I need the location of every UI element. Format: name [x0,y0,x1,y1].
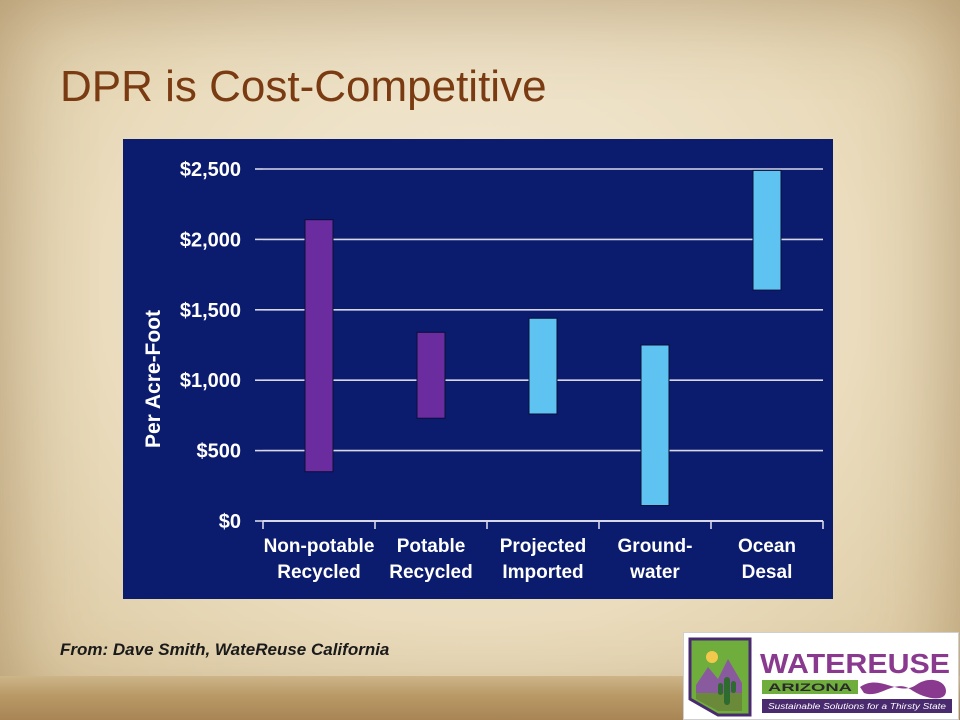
range-bar [752,169,782,291]
x-category-label: Ground- [618,536,693,557]
range-bar [528,317,558,415]
slide-title: DPR is Cost-Competitive [60,62,547,111]
y-axis-label: Per Acre-Foot [142,310,165,448]
logo-brand-text: WATEREUSE [760,648,950,679]
y-tick-label: $500 [197,441,242,463]
range-bar [304,219,334,473]
x-category-label: Recycled [277,562,360,583]
x-category-label: water [629,562,680,583]
x-category-label: Recycled [389,562,472,583]
y-tick-label: $2,500 [180,159,241,181]
x-category-label: Imported [502,562,583,583]
x-category-label: Ocean [738,536,796,557]
logo-tagline-text: Sustainable Solutions for a Thirsty Stat… [768,702,947,711]
source-citation: From: Dave Smith, WateReuse California [60,640,390,659]
y-tick-label: $1,000 [180,370,241,392]
watereuse-arizona-logo: WATEREUSE ARIZONA Sustainable Solutions … [683,632,959,720]
range-bar [416,331,446,419]
x-category-label: Potable [397,536,466,557]
range-bar [640,344,670,507]
y-tick-label: $1,500 [180,300,241,322]
cost-range-chart: $0 $500 $1,000 $1,500 $2,000 $2,500 Non-potab… [123,139,833,599]
x-category-label: Desal [742,562,793,583]
logo-region-text: ARIZONA [768,682,852,694]
y-tick-label: $0 [219,511,241,533]
x-category-label: Non-potable [264,536,375,557]
y-tick-label: $2,000 [180,229,241,251]
x-category-label: Projected [500,536,587,557]
chart-canvas: $0 $500 $1,000 $1,500 $2,000 $2,500 Non-potab… [142,159,824,583]
